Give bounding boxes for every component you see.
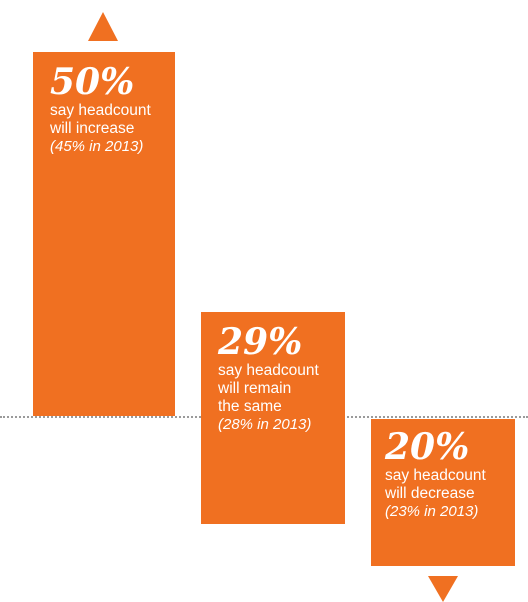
bar-remain-same: 29% say headcount will remain the same (… [201,312,345,524]
bar-decrease-prior: (23% in 2013) [385,503,479,520]
down-arrow-icon [428,576,458,602]
bar-increase: 50% say headcount will increase (45% in … [33,52,175,416]
bar-decrease: 20% say headcount will decrease (23% in … [371,419,515,566]
up-arrow-icon [88,12,118,41]
bar-decrease-description: say headcount will decrease [385,467,486,502]
bar-increase-value: 50% [50,61,135,103]
bar-remain-prior: (28% in 2013) [218,416,312,433]
bar-remain-description: say headcount will remain the same [218,362,319,415]
bar-decrease-value: 20% [385,426,470,468]
bar-remain-value: 29% [218,321,303,363]
bar-increase-prior: (45% in 2013) [50,138,144,155]
bar-increase-description: say headcount will increase [50,102,151,137]
